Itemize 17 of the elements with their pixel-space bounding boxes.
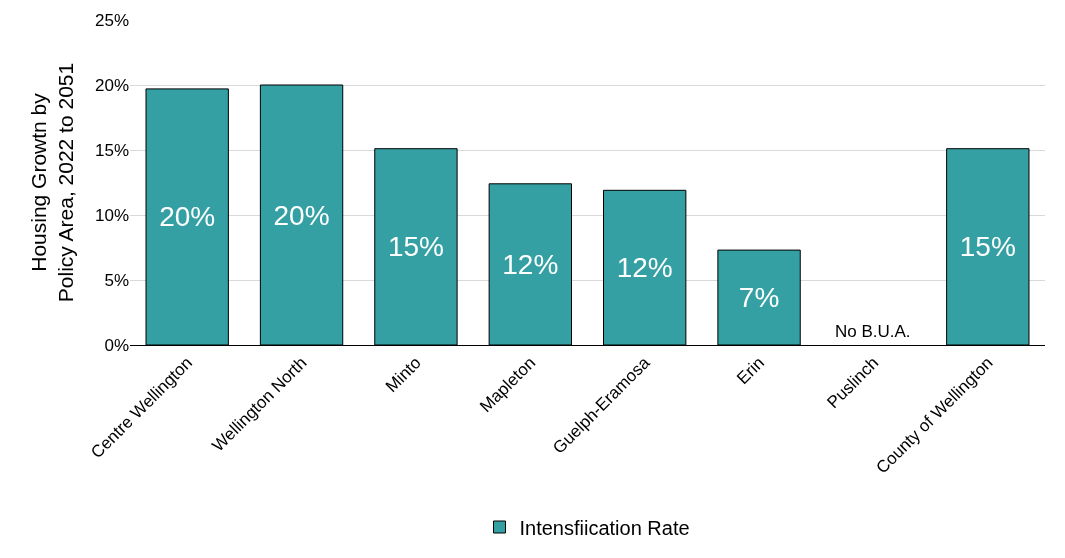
y-tick-label: 10% (94, 205, 129, 225)
y-tick-label: 25% (94, 10, 129, 30)
text: No B.U.A. (835, 322, 911, 341)
data-label: 15% (959, 231, 1016, 263)
data-label: 7% (738, 282, 780, 314)
data-label: 12% (502, 248, 559, 280)
y-tick-label: 20% (94, 75, 129, 95)
y-tick-label: 15% (94, 140, 129, 160)
y-tick-label: 0% (104, 335, 129, 355)
data-label: 20% (159, 201, 216, 233)
y-axis-title: Housing Growtn by Policy Area, 2022 to 2051 (26, 62, 78, 303)
x-tick-label: Erin (733, 353, 768, 389)
data-label: 15% (387, 231, 444, 263)
legend-label: Intensfiication Rate (519, 516, 690, 539)
data-label: 20% (273, 199, 330, 231)
y-tick-label: 5% (104, 270, 129, 290)
data-label: 12% (616, 252, 673, 284)
